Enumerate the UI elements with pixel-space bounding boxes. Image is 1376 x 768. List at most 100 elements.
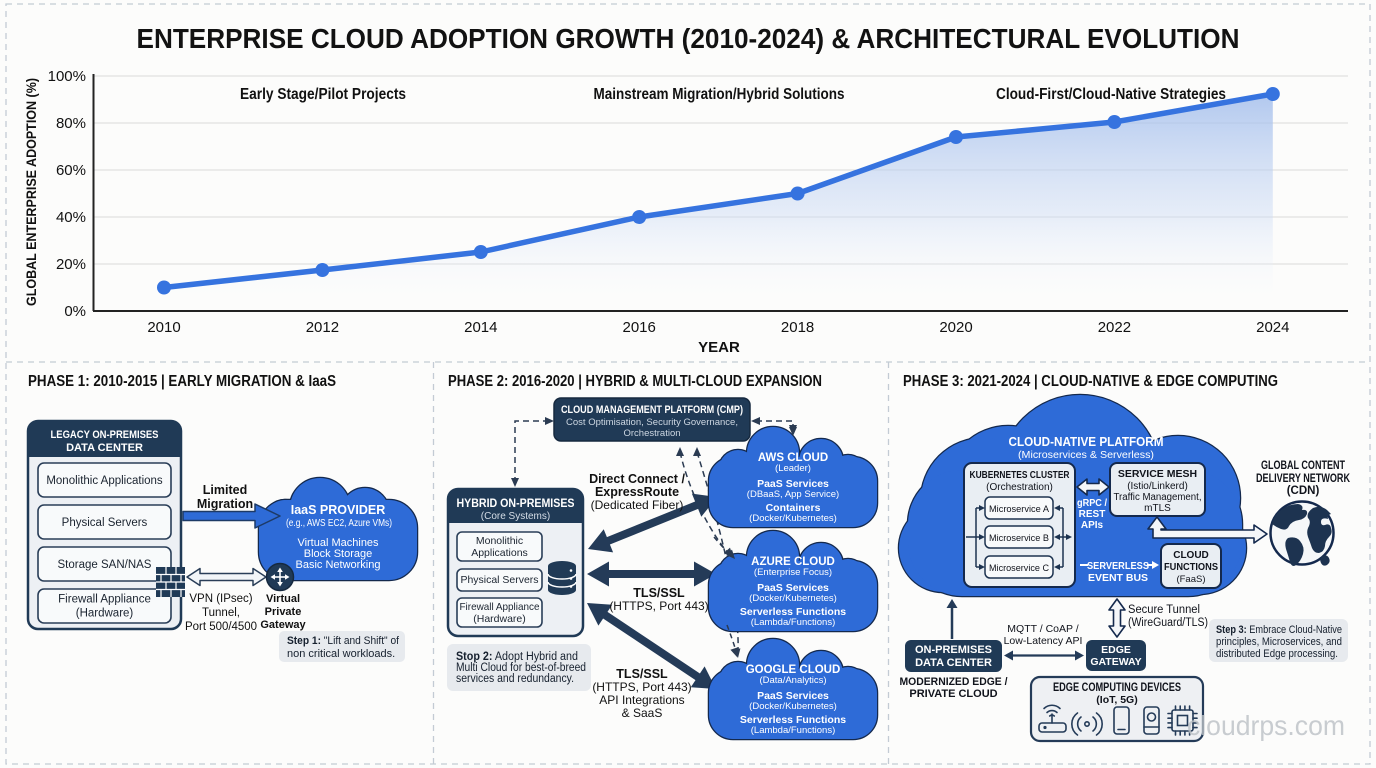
svg-text:(Docker/Kubernetes): (Docker/Kubernetes) xyxy=(749,513,837,524)
svg-text:Applications: Applications xyxy=(471,547,528,559)
svg-text:& SaaS: & SaaS xyxy=(622,706,663,720)
svg-text:(Lambda/Functions): (Lambda/Functions) xyxy=(751,617,835,628)
svg-text:IaaS PROVIDER: IaaS PROVIDER xyxy=(291,503,385,517)
svg-text:Cost Optimisation, Security Go: Cost Optimisation, Security Governance, xyxy=(566,417,738,428)
svg-text:KUBERNETES CLUSTER: KUBERNETES CLUSTER xyxy=(970,469,1070,481)
svg-text:ExpressRoute: ExpressRoute xyxy=(595,485,679,499)
svg-text:CLOUD MANAGEMENT PLATFORM (CMP: CLOUD MANAGEMENT PLATFORM (CMP) xyxy=(561,404,743,416)
svg-text:API Integrations: API Integrations xyxy=(599,693,684,707)
svg-text:cloudrps.com: cloudrps.com xyxy=(1187,710,1345,741)
svg-text:EDGE: EDGE xyxy=(1101,644,1131,656)
svg-text:DATA CENTER: DATA CENTER xyxy=(66,442,143,454)
svg-text:80%: 80% xyxy=(56,115,86,132)
svg-text:Secure Tunnel: Secure Tunnel xyxy=(1128,604,1200,616)
svg-text:Migration: Migration xyxy=(197,497,253,511)
svg-text:Serverless Functions: Serverless Functions xyxy=(740,606,846,618)
svg-text:Basic Networking: Basic Networking xyxy=(296,559,381,571)
svg-text:Multi Cloud for best-of-breed: Multi Cloud for best-of-breed xyxy=(456,662,586,674)
svg-text:HYBRID ON-PREMISES: HYBRID ON-PREMISES xyxy=(457,498,575,510)
svg-text:ON-PREMISES: ON-PREMISES xyxy=(915,644,992,656)
svg-text:Virtual: Virtual xyxy=(266,593,300,605)
svg-text:100%: 100% xyxy=(48,68,86,85)
svg-text:(CDN): (CDN) xyxy=(1287,485,1320,497)
svg-text:(HTTPS, Port 443): (HTTPS, Port 443) xyxy=(592,680,691,694)
svg-text:services and redundancy.: services and redundancy. xyxy=(456,673,574,685)
svg-text:non critical workloads.: non critical workloads. xyxy=(287,648,395,660)
svg-text:LEGACY ON-PREMISES: LEGACY ON-PREMISES xyxy=(51,429,159,441)
svg-text:PHASE 1: 2010-2015 | EARLY MIG: PHASE 1: 2010-2015 | EARLY MIGRATION & I… xyxy=(28,373,336,390)
svg-text:Port 500/4500: Port 500/4500 xyxy=(185,621,257,633)
svg-text:Serverless Functions: Serverless Functions xyxy=(740,714,846,726)
svg-text:PaaS Services: PaaS Services xyxy=(757,478,829,490)
svg-text:(Data/Analytics): (Data/Analytics) xyxy=(759,675,826,686)
svg-text:2014: 2014 xyxy=(464,319,497,336)
svg-text:(Docker/Kubernetes): (Docker/Kubernetes) xyxy=(749,593,837,604)
svg-text:GATEWAY: GATEWAY xyxy=(1090,656,1141,668)
svg-text:GLOBAL CONTENT: GLOBAL CONTENT xyxy=(1261,460,1345,472)
svg-text:SERVERLESS: SERVERLESS xyxy=(1087,560,1149,572)
svg-text:Monolithic Applications: Monolithic Applications xyxy=(46,475,163,487)
svg-text:(HTTPS, Port 443): (HTTPS, Port 443) xyxy=(609,599,708,613)
svg-text:AWS CLOUD: AWS CLOUD xyxy=(758,452,828,464)
svg-text:(Hardware): (Hardware) xyxy=(473,613,526,625)
svg-text:Traffic Management,: Traffic Management, xyxy=(1114,492,1202,503)
svg-text:(WireGuard/TLS): (WireGuard/TLS) xyxy=(1128,617,1208,629)
svg-text:Firewall Appliance: Firewall Appliance xyxy=(460,601,540,613)
svg-text:SERVICE MESH: SERVICE MESH xyxy=(1118,468,1197,480)
svg-text:Low-Latency API: Low-Latency API xyxy=(1004,635,1083,647)
svg-text:Limited: Limited xyxy=(203,483,247,497)
svg-text:Microservice B: Microservice B xyxy=(989,533,1049,544)
svg-text:PHASE 3: 2021-2024 | CLOUD-NAT: PHASE 3: 2021-2024 | CLOUD-NATIVE & EDGE… xyxy=(903,373,1278,390)
svg-text:Step 1: "Lift and Shift" of: Step 1: "Lift and Shift" of xyxy=(287,635,400,647)
svg-text:Tunnel,: Tunnel, xyxy=(202,607,240,619)
svg-text:(IoT, 5G): (IoT, 5G) xyxy=(1096,694,1137,706)
svg-text:YEAR: YEAR xyxy=(698,339,740,356)
svg-text:Cloud-First/Cloud-Native Strat: Cloud-First/Cloud-Native Strategies xyxy=(996,86,1226,103)
svg-text:(FaaS): (FaaS) xyxy=(1176,574,1205,585)
svg-text:Storage SAN/NAS: Storage SAN/NAS xyxy=(58,559,152,571)
svg-text:CLOUD-NATIVE PLATFORM: CLOUD-NATIVE PLATFORM xyxy=(1009,435,1164,449)
svg-text:Physical Servers: Physical Servers xyxy=(62,517,148,529)
svg-text:(Microservices & Serverless): (Microservices & Serverless) xyxy=(1018,449,1154,461)
svg-text:Virtual Machines: Virtual Machines xyxy=(297,537,379,549)
svg-text:Mainstream Migration/Hybrid So: Mainstream Migration/Hybrid Solutions xyxy=(594,86,845,103)
svg-text:distributed Edge processing.: distributed Edge processing. xyxy=(1216,648,1338,660)
svg-text:2022: 2022 xyxy=(1098,319,1131,336)
svg-text:Microservice A: Microservice A xyxy=(989,504,1050,515)
svg-text:PaaS Services: PaaS Services xyxy=(757,690,829,702)
svg-text:Block Storage: Block Storage xyxy=(304,548,372,560)
svg-text:Step 3: Embrace Cloud-Native: Step 3: Embrace Cloud-Native xyxy=(1216,624,1342,636)
svg-text:(Istio/Linkerd): (Istio/Linkerd) xyxy=(1127,481,1188,492)
svg-text:TLS/SSL: TLS/SSL xyxy=(616,667,668,681)
svg-text:(Dedicated Fiber): (Dedicated Fiber) xyxy=(591,498,684,512)
svg-text:Stop 2: Adopt Hybrid and: Stop 2: Adopt Hybrid and xyxy=(456,651,578,663)
svg-text:20%: 20% xyxy=(56,256,86,273)
svg-text:MODERNIZED EDGE /: MODERNIZED EDGE / xyxy=(900,676,1008,688)
svg-text:Microservice C: Microservice C xyxy=(989,563,1049,574)
svg-text:Gateway: Gateway xyxy=(260,619,306,631)
svg-text:(Hardware): (Hardware) xyxy=(76,608,134,620)
svg-text:GLOBAL ENTERPRISE ADOPTION (%): GLOBAL ENTERPRISE ADOPTION (%) xyxy=(24,78,39,306)
svg-text:PHASE 2: 2016-2020 | HYBRID &: PHASE 2: 2016-2020 | HYBRID & MULTI-CLOU… xyxy=(448,373,822,390)
svg-text:GOOGLE CLOUD: GOOGLE CLOUD xyxy=(746,664,841,676)
svg-text:PaaS Services: PaaS Services xyxy=(757,582,829,594)
svg-text:(Docker/Kubernetes): (Docker/Kubernetes) xyxy=(749,701,837,712)
svg-text:(DBaaS, App Service): (DBaaS, App Service) xyxy=(747,489,839,500)
svg-text:(Enterprise Focus): (Enterprise Focus) xyxy=(754,567,832,578)
svg-text:(e.g., AWS EC2, Azure VMs): (e.g., AWS EC2, Azure VMs) xyxy=(286,518,392,529)
svg-text:Physical Servers: Physical Servers xyxy=(461,574,539,586)
svg-text:2018: 2018 xyxy=(781,319,814,336)
svg-text:(Leader): (Leader) xyxy=(775,463,811,474)
svg-text:principles, Microservices, and: principles, Microservices, and xyxy=(1216,636,1342,648)
svg-text:(Orchestration): (Orchestration) xyxy=(986,482,1053,493)
svg-text:mTLS: mTLS xyxy=(1144,503,1171,514)
svg-text:CLOUD: CLOUD xyxy=(1173,550,1209,561)
svg-text:Direct Connect /: Direct Connect / xyxy=(589,472,685,486)
svg-text:TLS/SSL: TLS/SSL xyxy=(633,586,685,600)
svg-text:APIs: APIs xyxy=(1081,520,1104,531)
svg-text:ENTERPRISE CLOUD ADOPTION GROW: ENTERPRISE CLOUD ADOPTION GROWTH (2010-2… xyxy=(137,23,1240,54)
svg-text:(Lambda/Functions): (Lambda/Functions) xyxy=(751,725,835,736)
svg-text:Containers: Containers xyxy=(766,502,821,514)
svg-text:DATA CENTER: DATA CENTER xyxy=(915,657,992,669)
svg-text:0%: 0% xyxy=(64,303,86,320)
